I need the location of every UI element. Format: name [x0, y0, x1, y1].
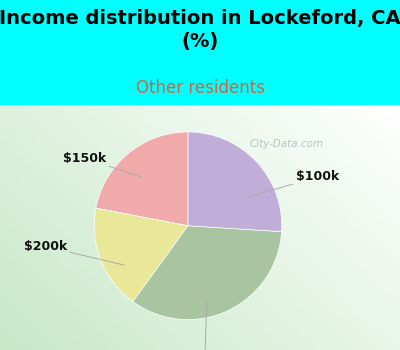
Text: $75k: $75k	[188, 301, 222, 350]
Text: $200k: $200k	[24, 240, 124, 265]
Wedge shape	[133, 226, 282, 320]
Wedge shape	[94, 208, 188, 302]
Wedge shape	[96, 132, 188, 226]
Text: Income distribution in Lockeford, CA
(%): Income distribution in Lockeford, CA (%)	[0, 9, 400, 51]
Text: Other residents: Other residents	[136, 79, 264, 97]
Text: $150k: $150k	[63, 152, 141, 177]
Wedge shape	[188, 132, 282, 232]
Text: $100k: $100k	[246, 170, 339, 198]
Text: City-Data.com: City-Data.com	[250, 139, 324, 149]
